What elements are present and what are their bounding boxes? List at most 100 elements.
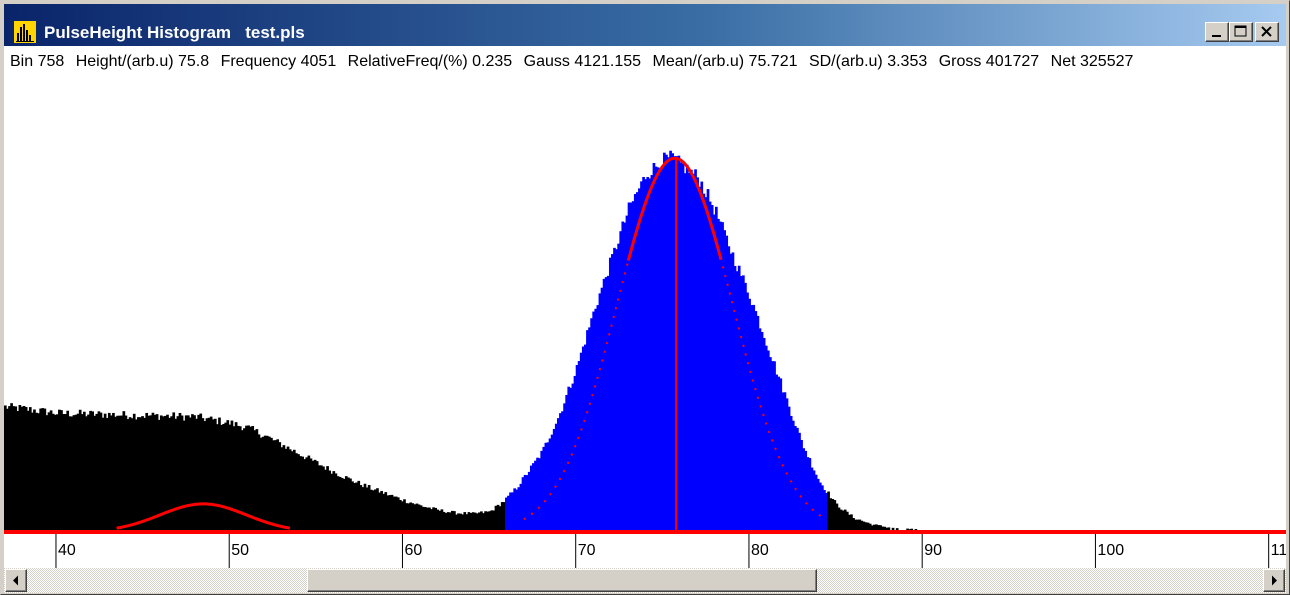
histogram-bar	[415, 503, 419, 532]
histogram-bar	[850, 514, 853, 532]
histogram-bar	[45, 415, 49, 532]
histogram-bar	[16, 411, 20, 532]
histogram-bar	[265, 435, 269, 532]
histogram-bar	[656, 167, 660, 532]
histogram-bar	[380, 490, 383, 532]
histogram-bar	[363, 483, 367, 532]
histogram-bar	[270, 437, 273, 532]
histogram-bar	[68, 416, 72, 532]
close-button[interactable]	[1255, 22, 1279, 42]
x-tick-label: 40	[58, 542, 76, 559]
histogram-bar	[157, 419, 161, 532]
histogram-bar	[376, 488, 379, 532]
histogram-bar	[147, 415, 151, 532]
histogram-bar	[438, 510, 442, 532]
histogram-bar	[505, 497, 508, 532]
histogram-bar	[891, 527, 895, 532]
histogram-bar	[862, 521, 866, 532]
histogram-bar	[303, 459, 307, 532]
histogram-bar	[336, 476, 340, 532]
histogram-bar	[868, 523, 872, 532]
histogram-bar	[538, 458, 541, 532]
horizontal-scrollbar[interactable]	[4, 568, 1286, 593]
histogram-bar	[546, 442, 550, 532]
histogram-bar	[845, 511, 849, 532]
histogram-bar	[282, 445, 286, 532]
histogram-bar	[442, 511, 446, 532]
histogram-app-icon[interactable]	[14, 21, 36, 43]
histogram-bar	[448, 512, 452, 532]
histogram-bar	[646, 177, 650, 532]
histogram-bar	[384, 492, 388, 532]
histogram-bar	[261, 436, 265, 532]
histogram-bar	[673, 156, 677, 533]
histogram-bar	[176, 416, 180, 532]
histogram-bar	[407, 503, 410, 532]
histogram-bar	[309, 458, 313, 532]
histogram-bar	[328, 470, 331, 532]
status-line: Bin 758 Height/(arb.u) 75.8 Frequency 40…	[10, 52, 1140, 72]
histogram-bar	[60, 410, 63, 532]
histogram-bar	[534, 460, 537, 532]
histogram-bar	[35, 412, 38, 532]
maximize-button[interactable]	[1229, 22, 1253, 42]
histogram-bar	[885, 527, 889, 532]
histogram-bar	[105, 417, 109, 532]
histogram-bar	[590, 318, 593, 532]
histogram-bar	[297, 454, 300, 532]
x-tick-label: 70	[578, 542, 596, 559]
histogram-bar	[255, 429, 259, 532]
maximize-icon	[1234, 25, 1247, 37]
histogram-bar	[694, 169, 697, 532]
histogram-bar	[116, 415, 119, 532]
histogram-bar	[272, 440, 275, 532]
histogram-bar	[785, 398, 789, 532]
histogram-bar	[70, 416, 74, 532]
histogram-bar	[353, 483, 356, 532]
histogram-bar	[320, 465, 323, 532]
scrollbar-thumb[interactable]	[307, 569, 817, 592]
histogram-bar	[465, 514, 469, 532]
histogram-bar	[502, 502, 506, 532]
histogram-bar	[540, 450, 544, 532]
histogram-bar	[83, 411, 86, 532]
histogram-bar	[457, 513, 460, 532]
plot-area[interactable]: 40 50 60 70 80 90 100 110 Bin 758 Height/(arb.u…	[4, 46, 1286, 568]
minimize-button[interactable]	[1205, 22, 1229, 42]
secondary-gauss-curve	[116, 502, 291, 530]
histogram-bar	[168, 417, 171, 532]
histogram-bar	[342, 478, 346, 532]
histogram-bar	[224, 422, 228, 532]
gross-readout: Gross 401727	[938, 53, 1040, 70]
scroll-left-button[interactable]	[5, 569, 27, 592]
histogram-bar	[4, 405, 7, 532]
histogram-bar	[64, 414, 67, 532]
histogram-bar	[500, 502, 504, 532]
histogram-bar	[446, 512, 450, 532]
histogram-bar	[573, 375, 577, 532]
histogram-bar	[62, 414, 65, 532]
histogram-bar	[594, 308, 598, 532]
histogram-bar	[361, 487, 365, 532]
histogram-bar	[324, 469, 327, 532]
histogram-bar	[704, 197, 708, 532]
histogram-bar	[226, 420, 230, 532]
title-bar[interactable]: PulseHeight Histogram test.pls	[4, 4, 1286, 46]
histogram-bar	[781, 392, 785, 532]
histogram-bar	[186, 415, 190, 532]
histogram-bar	[829, 498, 833, 532]
histogram-bar	[257, 434, 261, 532]
histogram-bar	[542, 446, 546, 532]
histogram-bar	[290, 451, 294, 532]
histogram-bar	[841, 510, 845, 532]
histogram-bar	[396, 497, 400, 532]
histogram-chart[interactable]: 40 50 60 70 80 90 100 110	[4, 46, 1286, 568]
histogram-bar	[145, 412, 149, 532]
scroll-right-button[interactable]	[1263, 569, 1285, 592]
histogram-bar	[665, 154, 668, 532]
histogram-bar	[434, 507, 438, 532]
histogram-bar	[864, 522, 868, 532]
histogram-bar	[536, 457, 539, 532]
x-tick-label: 60	[404, 542, 422, 559]
histogram-bar	[584, 344, 587, 532]
